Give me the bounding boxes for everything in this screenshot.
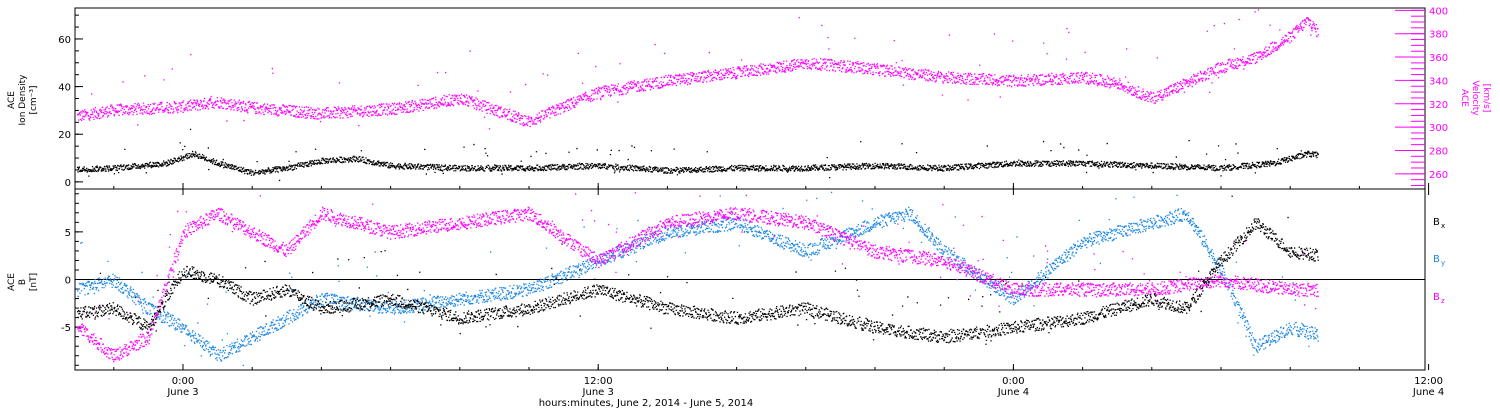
b-legend-label: B xyxy=(1433,292,1440,303)
density-axis-title-3: [cm⁻³] xyxy=(29,85,39,114)
velocity-y-tick-label: 380 xyxy=(1429,30,1448,41)
b-y-tick-label: 0 xyxy=(65,276,71,287)
by-series xyxy=(77,191,1319,366)
density-axis-title-1: ACE xyxy=(7,91,17,109)
x-tick-label: 12:00 xyxy=(584,376,613,387)
velocity-y-tick-label: 340 xyxy=(1429,76,1448,87)
b-y-tick-label: 5 xyxy=(65,228,71,239)
density-series xyxy=(77,128,1319,182)
velocity-y-tick-label: 360 xyxy=(1429,53,1448,64)
b-legend-label: B xyxy=(1433,217,1440,228)
x-tick-label: 0:00 xyxy=(1002,376,1024,387)
velocity-axis-title-3: [km/s] xyxy=(1481,84,1491,113)
b-axis-title-1: ACE xyxy=(7,273,17,291)
x-tick-label: 12:00 xyxy=(1414,376,1443,387)
velocity-y-tick-label: 280 xyxy=(1429,146,1448,157)
velocity-y-tick-label: 400 xyxy=(1429,6,1448,17)
velocity-y-tick-label: 300 xyxy=(1429,123,1448,134)
density-y-tick-label: 20 xyxy=(58,130,71,141)
x-tick-sublabel: June 4 xyxy=(1412,387,1444,398)
velocity-axis-title-1: ACE xyxy=(1459,89,1469,107)
density-y-tick-label: 60 xyxy=(58,35,71,46)
velocity-y-tick-label: 320 xyxy=(1429,100,1448,111)
b-legend-subscript: x xyxy=(1441,222,1445,230)
velocity-y-tick-label: 260 xyxy=(1429,170,1448,181)
b-axis-title-3: [nT] xyxy=(29,273,39,291)
b-y-tick-label: -5 xyxy=(61,323,71,334)
velocity-axis-title-2: Velocity xyxy=(1470,80,1480,116)
b-legend-subscript: z xyxy=(1441,297,1445,305)
bz-series xyxy=(77,192,1319,363)
bx-series xyxy=(77,195,1319,345)
x-tick-sublabel: June 3 xyxy=(166,387,198,398)
x-tick-sublabel: June 4 xyxy=(997,387,1029,398)
x-tick-label: 0:00 xyxy=(172,376,194,387)
x-axis-label: hours:minutes, June 2, 2014 - June 5, 20… xyxy=(539,398,754,409)
b-axis-title-2: B xyxy=(18,279,28,285)
b-legend-subscript: y xyxy=(1441,259,1445,267)
density-y-tick-label: 0 xyxy=(65,178,71,189)
density-axis-title-2: Ion Density xyxy=(18,74,28,126)
x-tick-sublabel: June 3 xyxy=(582,387,614,398)
density-y-tick-label: 40 xyxy=(58,83,71,94)
b-legend-label: B xyxy=(1433,254,1440,265)
